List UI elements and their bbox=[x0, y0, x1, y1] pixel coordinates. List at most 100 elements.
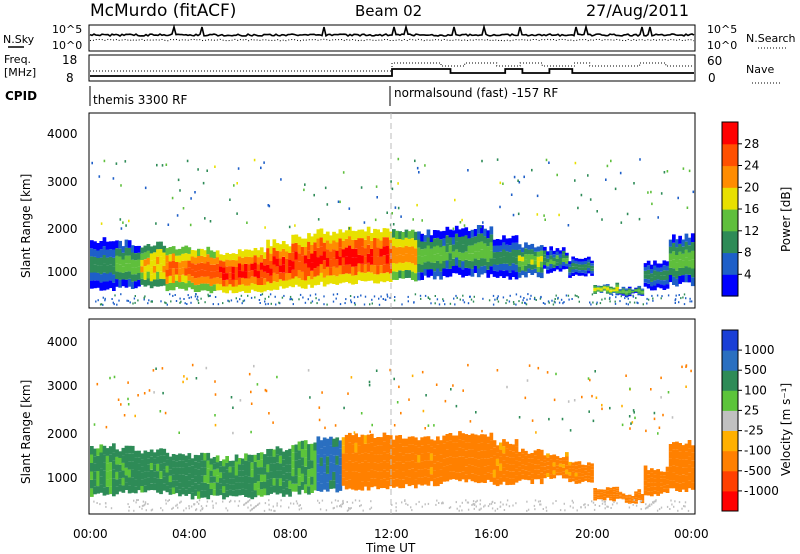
speckle bbox=[531, 168, 533, 172]
power-cell bbox=[256, 271, 261, 278]
speckle bbox=[660, 192, 663, 195]
ground-scatter bbox=[230, 299, 233, 302]
velocity-cell bbox=[678, 443, 682, 452]
power-cell bbox=[316, 238, 321, 248]
power-cell bbox=[219, 266, 223, 273]
power-cell bbox=[228, 260, 233, 267]
velocity-cell bbox=[470, 441, 475, 450]
velocity-cell bbox=[574, 465, 579, 470]
power-cell bbox=[152, 259, 157, 266]
power-cell bbox=[662, 270, 667, 276]
speckle bbox=[469, 420, 472, 423]
ground-scatter bbox=[133, 499, 135, 502]
power-cell bbox=[319, 246, 324, 256]
ground-scatter bbox=[354, 499, 357, 502]
velocity-cell bbox=[505, 456, 509, 464]
velocity-cell bbox=[130, 445, 135, 454]
velocity-cell bbox=[499, 449, 503, 457]
velocity-cell bbox=[621, 497, 626, 499]
speckle bbox=[620, 221, 623, 224]
power-cell bbox=[93, 249, 97, 257]
velocity-cell bbox=[533, 469, 538, 475]
speckle bbox=[250, 430, 252, 434]
ground-scatter bbox=[601, 298, 603, 301]
velocity-cell bbox=[307, 460, 311, 470]
power-cell bbox=[687, 252, 692, 260]
velocity-cell bbox=[322, 463, 327, 473]
power-cell bbox=[476, 233, 481, 243]
velocity-cell bbox=[363, 460, 368, 470]
time-tick: 12:00 bbox=[374, 527, 409, 541]
ground-scatter bbox=[506, 499, 509, 502]
velocity-cell bbox=[505, 441, 509, 449]
velocity-cell bbox=[546, 457, 550, 462]
freq-panel bbox=[88, 54, 696, 82]
velocity-cell bbox=[376, 437, 380, 446]
power-cell bbox=[536, 272, 541, 278]
power-cell bbox=[112, 274, 116, 283]
velocity-cell bbox=[495, 479, 500, 487]
power-cell bbox=[508, 259, 513, 266]
speckle bbox=[626, 212, 629, 216]
ground-scatter bbox=[298, 298, 300, 301]
speckle bbox=[280, 178, 282, 181]
power-cell bbox=[250, 263, 255, 271]
velocity-cell bbox=[322, 446, 327, 455]
velocity-cell bbox=[206, 476, 211, 484]
speckle bbox=[164, 411, 167, 415]
velocity-cell bbox=[568, 475, 572, 479]
velocity-cell bbox=[533, 474, 538, 480]
power-cell bbox=[574, 271, 579, 275]
power-cell bbox=[486, 246, 491, 254]
velocity-cell bbox=[536, 449, 541, 454]
power-cell bbox=[322, 277, 327, 287]
velocity-cell bbox=[646, 482, 651, 487]
velocity-cell bbox=[527, 467, 531, 472]
velocity-cell bbox=[587, 472, 591, 476]
power-cell bbox=[672, 242, 676, 252]
ground-scatter bbox=[226, 509, 229, 512]
ground-scatter bbox=[670, 499, 672, 502]
colorbar-swatch bbox=[722, 230, 738, 254]
velocity-cell bbox=[539, 461, 544, 467]
velocity-cell bbox=[476, 435, 481, 444]
power-cell bbox=[357, 238, 362, 247]
speckle bbox=[375, 185, 378, 188]
velocity-cell bbox=[602, 489, 607, 492]
colorbar-tick-label: 4 bbox=[744, 267, 752, 281]
power-cell bbox=[307, 258, 311, 268]
velocity-cell bbox=[429, 467, 434, 475]
speckle bbox=[105, 425, 108, 429]
speckle bbox=[236, 182, 238, 185]
power-cell bbox=[303, 263, 308, 273]
power-cell bbox=[303, 272, 308, 281]
power-cell bbox=[99, 282, 104, 291]
power-cell bbox=[351, 257, 355, 267]
power-cell bbox=[583, 267, 588, 271]
power-cell bbox=[577, 261, 582, 265]
velocity-cell bbox=[203, 467, 207, 476]
ground-scatter bbox=[298, 508, 301, 511]
velocity-cell bbox=[187, 480, 192, 488]
velocity-cell bbox=[615, 496, 620, 499]
freq-tick-high: 18 bbox=[62, 53, 77, 67]
power-cell bbox=[451, 244, 456, 252]
velocity-cell bbox=[366, 434, 371, 444]
ground-scatter bbox=[524, 301, 526, 304]
ground-scatter bbox=[326, 303, 328, 306]
power-cell bbox=[495, 258, 500, 265]
velocity-cell bbox=[467, 464, 472, 472]
power-cell bbox=[149, 267, 154, 275]
velocity-cell bbox=[571, 468, 575, 472]
velocity-cell bbox=[291, 483, 295, 492]
power-cell bbox=[206, 246, 211, 255]
speckle bbox=[418, 171, 420, 174]
ground-scatter bbox=[321, 499, 324, 502]
speckle bbox=[682, 167, 685, 170]
power-cell bbox=[637, 293, 642, 296]
velocity-cell bbox=[275, 446, 280, 455]
ground-scatter bbox=[395, 509, 397, 512]
power-cell bbox=[171, 253, 176, 261]
speckle bbox=[518, 181, 521, 184]
speckle bbox=[232, 406, 234, 409]
